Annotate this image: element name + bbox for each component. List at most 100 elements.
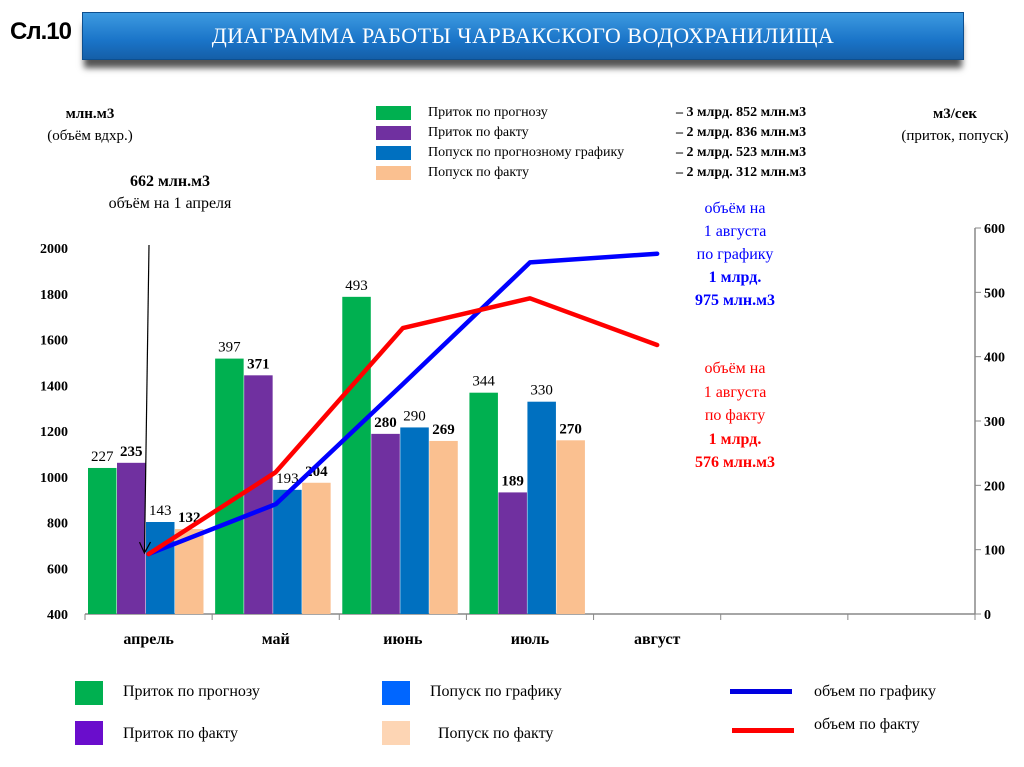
- right-y-tick-label: 600: [984, 222, 1005, 237]
- annotation-line: 1 августа: [703, 223, 767, 240]
- right-y-tick-label: 500: [984, 286, 1005, 301]
- legend-label: Приток по факту: [123, 725, 239, 742]
- left-axis-title: млн.м3 (объём вдхр.): [20, 103, 160, 147]
- bar: [556, 440, 585, 614]
- annotation-line: объём на: [704, 360, 766, 377]
- legend-total: – 3 млрд. 852 млн.м3: [676, 105, 807, 120]
- legend-swatch: [376, 126, 411, 140]
- legend-swatch: [376, 106, 411, 120]
- left-y-tick-label: 400: [47, 608, 68, 623]
- bar: [88, 467, 117, 614]
- start-arrow-line: [143, 244, 150, 553]
- bar-data-label: 371: [247, 356, 270, 372]
- left-y-tick-label: 1400: [40, 379, 68, 394]
- bar-data-label: 193: [276, 471, 299, 487]
- start-volume-note: 662 млн.м3 объём на 1 апреля: [60, 171, 280, 215]
- x-tick-label: май: [262, 631, 290, 648]
- legend-total: – 2 млрд. 312 млн.м3: [676, 165, 807, 180]
- legend-label: Попуск по факту: [428, 165, 529, 180]
- right-y-tick-label: 200: [984, 479, 1005, 494]
- legend-swatch: [376, 146, 411, 160]
- bar-data-label: 269: [432, 422, 455, 438]
- legend-label: Попуск по факту: [438, 725, 554, 742]
- line-series: [146, 296, 660, 557]
- legend-label: объем по графику: [814, 683, 936, 700]
- left-y-tick-label: 1600: [40, 334, 68, 349]
- legend-line: [732, 728, 794, 733]
- bar-data-label: 189: [501, 473, 524, 489]
- arrowhead-icon: [138, 541, 152, 555]
- bar-data-label: 270: [559, 421, 582, 437]
- bar-data-label: 290: [403, 408, 426, 424]
- x-tick-label: август: [634, 631, 681, 648]
- legend-swatch: [75, 681, 103, 705]
- bar: [342, 296, 371, 614]
- page-title: ДИАГРАММА РАБОТЫ ЧАРВАКСКОГО ВОДОХРАНИЛИ…: [82, 12, 964, 60]
- bar: [498, 492, 527, 614]
- line-series: [146, 251, 660, 557]
- bar-data-label: 235: [120, 444, 143, 460]
- annotation-line: по факту: [704, 407, 766, 424]
- bar: [469, 392, 498, 614]
- left-y-tick-label: 2000: [40, 242, 68, 257]
- left-y-tick-label: 1000: [40, 471, 68, 486]
- bar: [371, 433, 400, 614]
- bar: [244, 375, 273, 614]
- annotation-line: 975 млн.м3: [695, 292, 775, 309]
- right-y-tick-label: 400: [984, 351, 1005, 366]
- bar: [527, 401, 556, 614]
- legend-swatch: [376, 166, 411, 180]
- x-tick-label: июль: [511, 631, 550, 648]
- left-y-tick-label: 1200: [40, 425, 68, 440]
- legend-swatch: [75, 721, 103, 745]
- bar-data-label: 143: [149, 503, 172, 519]
- legend-label: Приток по факту: [428, 125, 529, 140]
- bar: [117, 462, 146, 614]
- legend-total: – 2 млрд. 836 млн.м3: [676, 125, 807, 140]
- bar-data-label: 397: [218, 340, 241, 356]
- left-y-tick-label: 1800: [40, 288, 68, 303]
- slide-number: Сл.10: [10, 18, 72, 45]
- right-y-tick-label: 300: [984, 415, 1005, 430]
- legend-label: Приток по прогнозу: [428, 105, 548, 120]
- bar: [146, 522, 175, 614]
- x-tick-label: июнь: [383, 631, 423, 648]
- left-y-tick-label: 800: [47, 517, 68, 532]
- annotation-actual-volume: объём на 1 августа по факту 1 млрд. 576 …: [660, 357, 810, 475]
- legend-swatch: [382, 721, 410, 745]
- legend-label: Попуск по графику: [430, 683, 562, 700]
- legend-label: Попуск по прогнозному графику: [428, 145, 625, 160]
- bar-data-label: 227: [91, 449, 114, 465]
- annotation-line: объём на: [704, 200, 766, 217]
- bar: [302, 482, 331, 614]
- legend-label: объем по факту: [814, 716, 920, 733]
- legend-total: – 2 млрд. 523 млн.м3: [676, 145, 807, 160]
- right-axis-unit: м3/сек: [932, 106, 978, 122]
- left-axis-note: (объём вдхр.): [47, 128, 133, 144]
- bar-data-label: 330: [530, 383, 553, 399]
- bar: [429, 440, 458, 614]
- right-axis-title: м3/сек (приток, попуск): [880, 103, 1024, 147]
- legend-line: [730, 689, 792, 694]
- x-tick-label: апрель: [123, 631, 174, 648]
- bar-data-label: 344: [472, 374, 495, 390]
- bar-data-label: 204: [305, 464, 328, 480]
- annotation-line: по графику: [696, 246, 774, 263]
- annotation-line: 1 млрд.: [708, 430, 762, 448]
- right-axis-note: (приток, попуск): [901, 128, 1009, 144]
- right-y-tick-label: 100: [984, 544, 1005, 559]
- annotation-line: 1 млрд.: [708, 269, 762, 286]
- annotation-line: 576 млн.м3: [695, 454, 775, 471]
- start-volume-label: объём на 1 апреля: [108, 195, 232, 212]
- legend-swatch: [382, 681, 410, 705]
- legend-label: Приток по прогнозу: [123, 683, 260, 700]
- left-axis-unit: млн.м3: [65, 106, 115, 122]
- right-y-tick-label: 0: [984, 608, 991, 623]
- left-y-tick-label: 600: [47, 562, 68, 577]
- bar: [215, 358, 244, 614]
- bar: [400, 427, 429, 614]
- annotation-plan-volume: объём на 1 августа по графику 1 млрд. 97…: [660, 197, 810, 312]
- start-volume-value: 662 млн.м3: [130, 173, 210, 190]
- bar-data-label: 280: [374, 415, 397, 431]
